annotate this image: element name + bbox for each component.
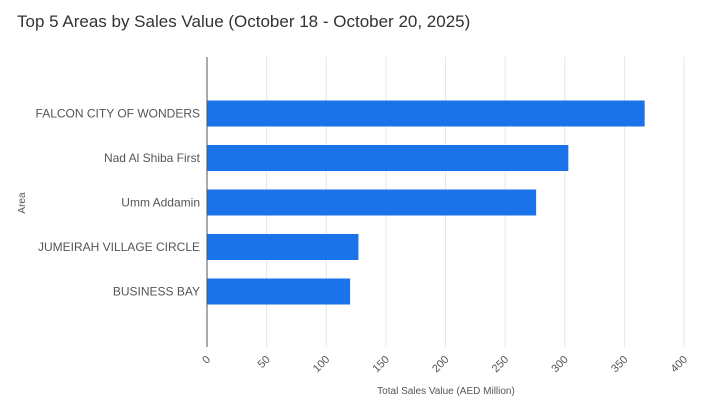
bar-0 [207, 100, 645, 127]
bar-4 [207, 278, 351, 305]
y-axis-title: Area [17, 192, 28, 214]
x-tick-label: 250 [490, 354, 511, 375]
bar-2 [207, 189, 537, 216]
x-tick-label: 400 [669, 354, 690, 375]
bars [207, 100, 645, 305]
x-tick-label: 50 [256, 354, 273, 371]
chart-title: Top 5 Areas by Sales Value (October 18 -… [17, 12, 471, 31]
x-tick-label: 100 [311, 354, 332, 375]
x-axis-title: Total Sales Value (AED Million) [377, 386, 515, 397]
bar-3 [207, 234, 359, 260]
bar-1 [207, 145, 569, 171]
category-label: Nad Al Shiba First [104, 151, 201, 165]
x-tick-label: 200 [430, 354, 451, 375]
category-label: BUSINESS BAY [113, 285, 200, 299]
category-label: JUMEIRAH VILLAGE CIRCLE [38, 240, 200, 254]
category-label: FALCON CITY OF WONDERS [36, 107, 200, 121]
x-tick-label: 300 [549, 354, 570, 375]
x-tick-label: 0 [200, 354, 213, 367]
x-tick-label: 350 [609, 354, 630, 375]
category-label: Umm Addamin [121, 196, 200, 210]
x-tick-label: 150 [371, 354, 392, 375]
